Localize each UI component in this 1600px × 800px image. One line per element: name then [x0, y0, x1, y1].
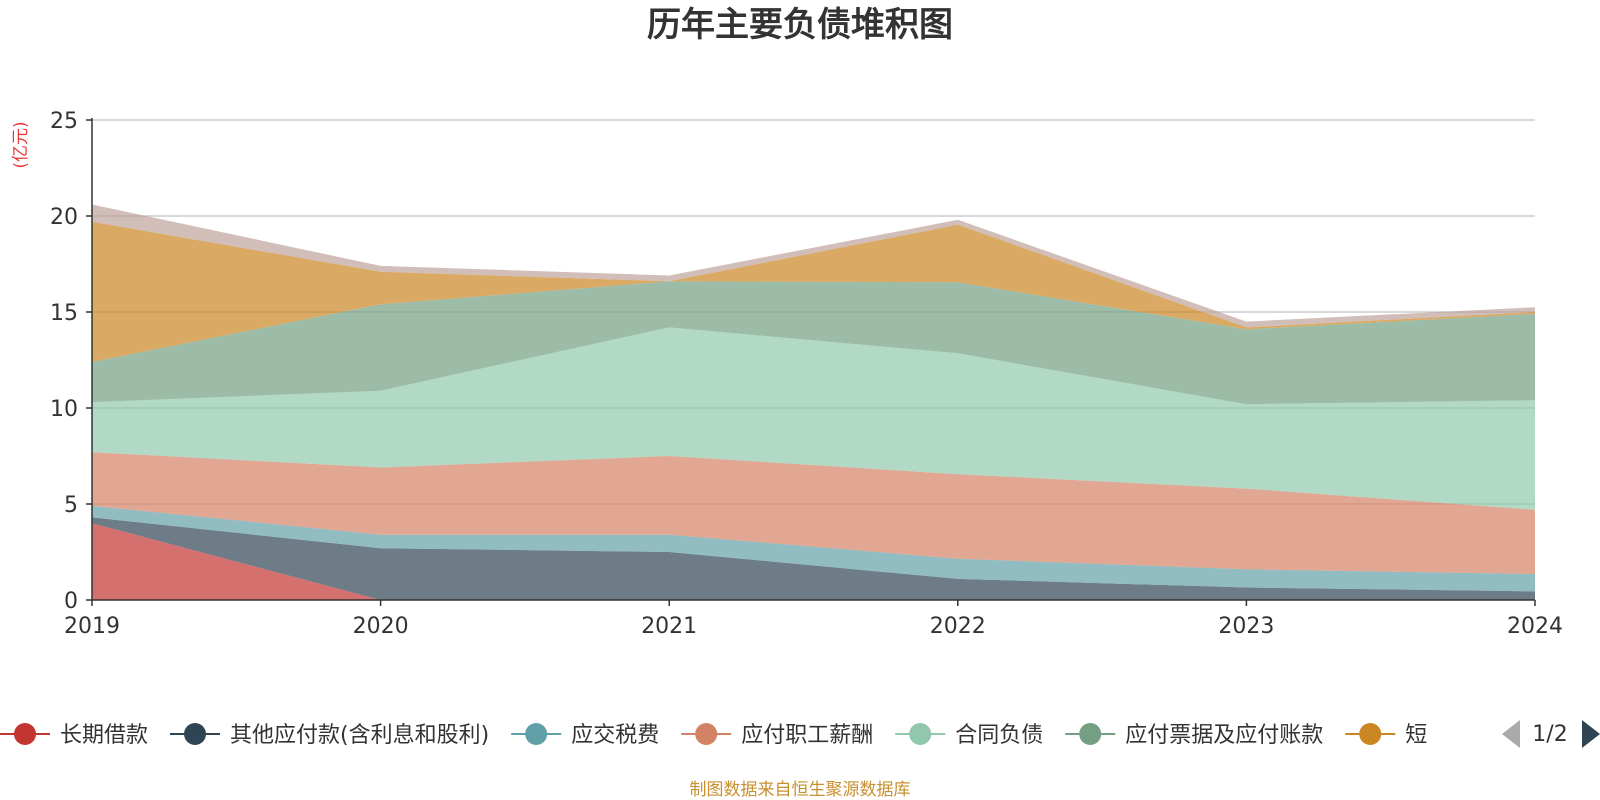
data-source-note: 制图数据来自恒生聚源数据库 [690, 780, 911, 800]
legend-marker-icon [695, 723, 718, 745]
x-tick-label: 2021 [641, 614, 697, 639]
legend-label: 应交税费 [571, 723, 659, 748]
legend-marker-icon [1079, 723, 1102, 745]
area-series [92, 281, 1535, 405]
legend-marker-icon [909, 723, 932, 745]
axes: 0 5 10 15 20 25 2019 2020 2021 2022 2023 2024 [50, 109, 1563, 639]
y-tick-label: 0 [64, 589, 78, 614]
legend-item[interactable]: 合同负债 [895, 723, 1043, 748]
y-axis-unit: (亿元) [11, 121, 31, 168]
legend: 长期借款 其他应付款(含利息和股利) 应交税费 应付职工薪酬 合同负债 应付票据及应付账款… [0, 723, 1427, 748]
x-tick-label: 2023 [1218, 614, 1274, 639]
x-tick-label: 2022 [930, 614, 986, 639]
legend-item[interactable]: 长期借款 [0, 723, 148, 748]
chart-title: 历年主要负债堆积图 [647, 5, 953, 45]
x-tick-label: 2024 [1507, 614, 1563, 639]
y-tick-label: 10 [50, 397, 78, 422]
stacked-areas [92, 204, 1535, 600]
legend-pager: 1/2 [1502, 720, 1600, 748]
legend-label: 应付票据及应付账款 [1125, 723, 1323, 748]
legend-label: 长期借款 [60, 723, 148, 748]
area-series [92, 204, 1535, 328]
legend-item[interactable]: 应付票据及应付账款 [1065, 723, 1323, 748]
area-series [92, 327, 1535, 510]
legend-item[interactable]: 应交税费 [511, 723, 659, 748]
legend-label: 其他应付款(含利息和股利) [230, 723, 489, 748]
legend-item[interactable]: 短 [1345, 723, 1427, 748]
x-tick-label: 2019 [64, 614, 120, 639]
legend-marker-icon [525, 723, 548, 745]
y-tick-label: 25 [50, 109, 78, 134]
x-tick-label: 2020 [353, 614, 409, 639]
legend-prev-arrow-icon[interactable] [1502, 720, 1520, 748]
legend-label: 短 [1405, 723, 1427, 748]
area-series [92, 452, 1535, 575]
legend-item[interactable]: 应付职工薪酬 [681, 723, 873, 748]
legend-next-arrow-icon[interactable] [1582, 720, 1600, 748]
legend-items: 长期借款 其他应付款(含利息和股利) 应交税费 应付职工薪酬 合同负债 应付票据及应付账款… [0, 723, 1427, 748]
y-tick-label: 15 [50, 301, 78, 326]
legend-marker-icon [184, 723, 207, 745]
area-series [92, 505, 1535, 592]
legend-label: 合同负债 [955, 723, 1043, 748]
legend-item[interactable]: 其他应付款(含利息和股利) [170, 723, 489, 748]
legend-page-indicator: 1/2 [1532, 722, 1567, 747]
y-tick-label: 5 [64, 493, 78, 518]
legend-marker-icon [1359, 723, 1382, 745]
legend-marker-icon [14, 723, 36, 745]
legend-label: 应付职工薪酬 [741, 723, 873, 748]
y-tick-label: 20 [50, 205, 78, 230]
area-series [92, 221, 1535, 362]
area-series [92, 517, 1535, 600]
area-series [92, 523, 1535, 600]
